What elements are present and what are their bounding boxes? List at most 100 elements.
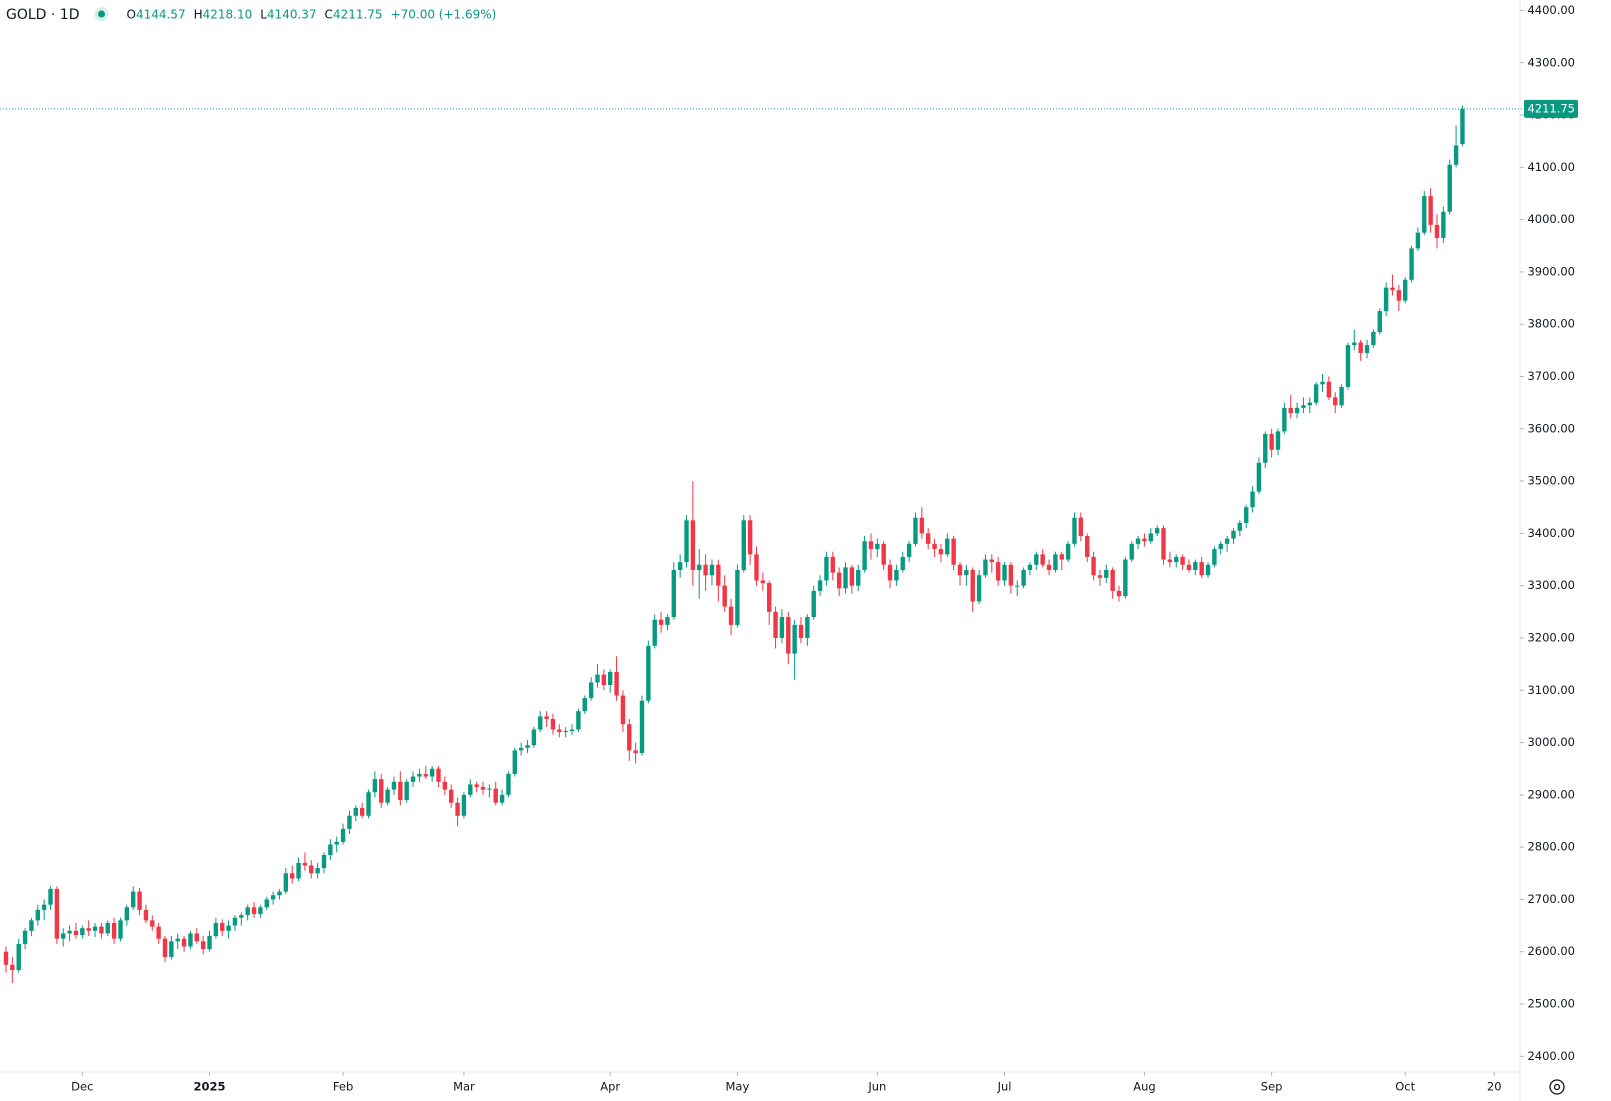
candle-body <box>995 562 1001 581</box>
candle-body <box>1364 345 1370 353</box>
candle-body <box>563 731 568 733</box>
candle-body <box>735 569 740 625</box>
candle-body <box>61 933 66 939</box>
candle-body <box>830 556 835 573</box>
y-tick-label: 3900.00 <box>1527 264 1575 278</box>
candle-body <box>779 617 785 638</box>
candle-body <box>518 747 524 751</box>
candle-body <box>1142 538 1147 542</box>
candle-body <box>480 787 486 790</box>
candle-body <box>1205 564 1211 576</box>
candle-body <box>862 541 867 570</box>
candle-body <box>188 933 193 947</box>
settings-icon[interactable] <box>1549 1079 1565 1095</box>
legend: GOLD · 1D O 4144.57 H 4218.10 L 4140.37 C 4211.7… <box>6 7 496 23</box>
candle-body <box>1294 407 1300 414</box>
y-tick-label: 2900.00 <box>1527 787 1575 801</box>
candle-body <box>150 920 155 927</box>
candle-body <box>989 559 994 563</box>
candle-body <box>321 854 327 869</box>
candle-body <box>436 768 441 782</box>
candle-body <box>258 907 263 915</box>
candle-body <box>1193 562 1198 570</box>
candle-body <box>906 543 912 557</box>
candle-body <box>1263 434 1268 463</box>
candle-body <box>239 915 244 918</box>
candle-body <box>1447 164 1452 212</box>
candle-body <box>264 899 269 908</box>
candle-body <box>964 569 969 576</box>
candle-body <box>741 520 746 570</box>
candle-body <box>1250 491 1255 508</box>
x-tick-label: 20 <box>1487 1080 1502 1094</box>
candle-body <box>786 617 791 654</box>
candle-body <box>1212 549 1217 565</box>
candle-body <box>429 768 435 777</box>
candle-body <box>531 729 537 746</box>
candle-body <box>359 807 365 816</box>
candle-body <box>1358 342 1363 353</box>
candle-body <box>1244 507 1249 523</box>
x-tick-label: Sep <box>1261 1080 1283 1094</box>
candle-body <box>1352 342 1357 346</box>
settings-ring <box>1549 1079 1565 1095</box>
candle-body <box>544 716 549 720</box>
candle-body <box>506 773 511 795</box>
candle-body <box>709 564 715 576</box>
candle-body <box>1460 108 1465 145</box>
candle-body <box>3 951 9 965</box>
x-tick-label: Dec <box>71 1080 93 1094</box>
candle-body <box>1097 575 1103 578</box>
candle-body <box>455 802 460 816</box>
candle-body <box>945 538 950 555</box>
candle-body <box>1015 585 1020 587</box>
y-tick-label: 3000.00 <box>1527 735 1575 749</box>
x-tick-label: Aug <box>1133 1080 1155 1094</box>
candle-body <box>697 564 702 570</box>
y-tick-label: 3400.00 <box>1527 526 1575 540</box>
x-tick-label: Jun <box>867 1080 886 1094</box>
x-tick-label: Mar <box>453 1080 475 1094</box>
legend-value: 4140.37 <box>267 8 317 22</box>
candle-body <box>277 891 282 896</box>
candle-body <box>334 841 339 845</box>
candle-body <box>1085 536 1090 557</box>
candle-body <box>627 724 632 751</box>
candle-body <box>1078 517 1084 536</box>
candle-body <box>716 564 721 586</box>
y-tick-label: 3100.00 <box>1527 683 1575 697</box>
candle-body <box>251 907 257 915</box>
legend-value: 4218.10 <box>203 8 253 22</box>
candle-body <box>1154 528 1160 534</box>
legend-key: L <box>260 8 267 22</box>
candle-body <box>385 789 390 803</box>
candle-body <box>894 569 899 581</box>
candle-body <box>836 572 842 589</box>
candle-body <box>1288 407 1293 414</box>
candle-body <box>856 569 861 586</box>
candle-body <box>652 619 657 646</box>
candle-body <box>143 909 149 921</box>
candle-body <box>1377 311 1382 333</box>
y-tick-label: 4100.00 <box>1527 160 1575 174</box>
candle-body <box>175 938 180 942</box>
candle-body <box>932 543 937 550</box>
candle-body <box>690 520 696 570</box>
candle-body <box>773 611 778 638</box>
candle-body <box>1148 533 1153 542</box>
y-tick-label: 3200.00 <box>1527 630 1575 644</box>
candle-body <box>868 541 874 550</box>
candle-body <box>404 781 409 801</box>
candle-body <box>499 794 505 803</box>
candle-body <box>976 575 982 602</box>
candle-body <box>207 936 212 950</box>
candle-body <box>512 750 517 774</box>
symbol: GOLD · 1D <box>6 7 80 23</box>
y-tick-label: 3700.00 <box>1527 369 1575 383</box>
candle-body <box>1237 522 1243 531</box>
candle-body <box>938 549 944 555</box>
candle-body <box>703 564 708 576</box>
candle-body <box>1059 554 1064 560</box>
candle-body <box>449 789 454 803</box>
